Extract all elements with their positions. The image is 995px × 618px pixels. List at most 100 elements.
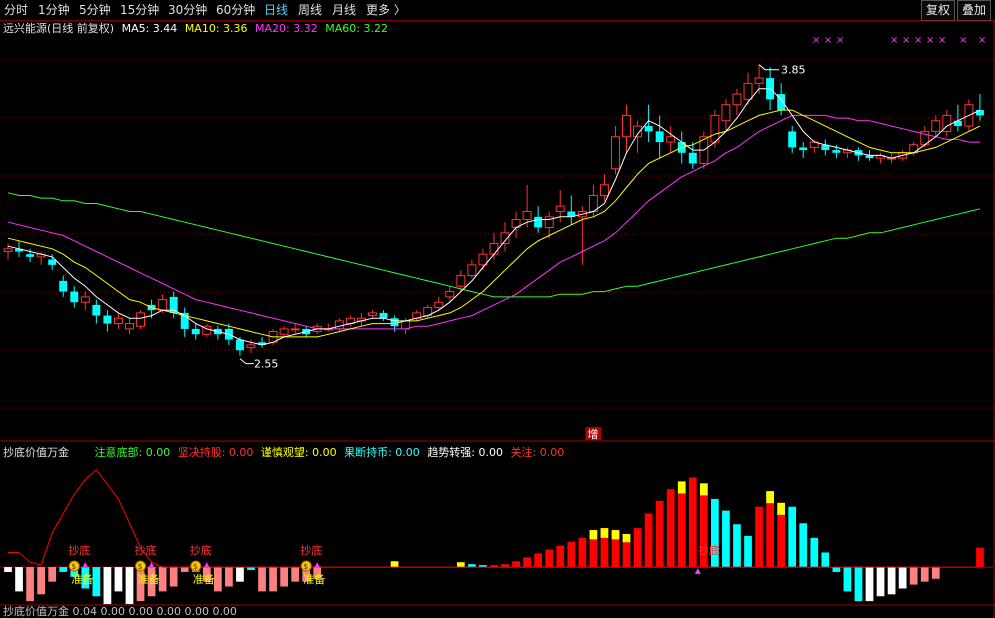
candle-body-down: [59, 280, 68, 292]
candle-body-up: [368, 312, 377, 317]
candle-body-up: [279, 328, 289, 335]
indicator-bar: [688, 477, 697, 568]
signal-zhunbei-label: 准备: [138, 572, 160, 586]
indicator-title: 抄底价值万金: [3, 446, 69, 459]
candle-body-up: [732, 93, 742, 106]
indicator-bar: [898, 567, 907, 589]
indicator-bar: [799, 523, 808, 568]
candle-body-down: [169, 296, 178, 313]
period-tab-weekly[interactable]: 周线: [298, 3, 323, 17]
candle-body-up: [445, 291, 455, 298]
indicator-item-hold: 坚决持股: 0.00: [177, 446, 254, 459]
candle-body-up: [246, 344, 256, 349]
candle-body-up: [633, 125, 643, 138]
candle-body-up: [434, 301, 444, 309]
indicator-bar: [158, 567, 167, 592]
candle-body-up: [622, 114, 631, 138]
candle-body-down: [390, 318, 399, 327]
signal-chaodi-label: 抄底: [698, 543, 720, 557]
candle-body-down: [534, 216, 543, 228]
period-tab-monthly[interactable]: 月线: [332, 3, 357, 17]
candle-body-up: [909, 144, 919, 154]
indicator-bar-cap: [677, 481, 686, 494]
indicator-bar: [821, 552, 830, 568]
indicator-bar: [225, 567, 233, 587]
candle-body-down: [26, 254, 35, 257]
candle-body-up: [290, 328, 300, 331]
money-bag-symbol: $: [138, 562, 143, 571]
candle-body-up: [334, 320, 344, 330]
indicator-bar: [711, 498, 719, 568]
indicator-bar: [390, 561, 399, 568]
ma20-line: [7, 114, 980, 330]
period-tab-timeshare[interactable]: 分时: [4, 3, 29, 17]
indicator-item-watch: 谨慎观望: 0.00: [260, 446, 337, 459]
indicator-bar: [236, 567, 244, 582]
signal-x-mark: ×: [938, 35, 946, 46]
period-tab-60min[interactable]: 60分钟: [216, 3, 256, 17]
candle-body-down: [777, 94, 786, 111]
signal-chaodi-label: 抄底: [300, 543, 322, 557]
indicator-bar: [479, 565, 487, 568]
candle-body-up: [456, 275, 466, 287]
high-price-label: 3.85: [781, 64, 806, 77]
indicator-bar: [4, 567, 12, 572]
money-bag-symbol: $: [303, 562, 308, 571]
indicator-bar: [589, 530, 598, 568]
indicator-bar: [766, 491, 774, 568]
candle-body-up: [478, 253, 488, 266]
indicator-bar: [909, 567, 918, 585]
indicator-bar: [247, 567, 255, 570]
candle-body-down: [379, 312, 388, 319]
candle-body-down: [865, 155, 874, 159]
period-tab-5min[interactable]: 5分钟: [79, 3, 111, 17]
candle-body-down: [103, 315, 112, 324]
period-tab-daily[interactable]: 日线: [264, 3, 289, 17]
period-tab-30min[interactable]: 30分钟: [168, 3, 208, 17]
candle-body-down: [953, 120, 962, 127]
candle-body-up: [136, 312, 146, 327]
zeng-marker-label: 增: [587, 427, 598, 441]
money-bag-icon: [300, 560, 312, 572]
candle-body-up: [754, 77, 764, 84]
indicator-bar: [103, 567, 112, 605]
indicator-bar: [644, 513, 653, 568]
candle-body-down: [191, 328, 200, 335]
signal-x-mark: ×: [959, 35, 967, 46]
low-price-label: 2.55: [254, 358, 279, 371]
indicator-bar: [490, 565, 498, 568]
money-bag-icon: [135, 560, 147, 572]
signal-x-mark: ×: [890, 35, 898, 46]
money-bag-icon: [68, 560, 80, 572]
indicator-bar: [545, 549, 554, 568]
period-tab-1min[interactable]: 1分钟: [38, 3, 70, 17]
period-tab-more[interactable]: 更多 〉: [366, 3, 406, 17]
indicator-bar: [578, 537, 587, 568]
ma20-label: MA20: 3.32: [255, 22, 318, 35]
indicator-bar: [136, 567, 145, 602]
indicator-bar-cap: [611, 530, 620, 540]
candle-body-up: [158, 299, 168, 311]
indicator-bar: [854, 567, 863, 602]
indicator-bar: [865, 567, 874, 602]
indicator-bar: [931, 567, 940, 579]
indicator-bar: [468, 564, 476, 568]
signal-x-mark: ×: [914, 35, 922, 46]
indicator-bar: [302, 567, 311, 582]
signal-x-mark: ×: [812, 35, 820, 46]
money-bag-icon: [190, 560, 202, 572]
indicator-bar: [501, 564, 509, 568]
indicator-bar: [15, 567, 23, 592]
indicator-bar: [456, 562, 465, 568]
indicator-bar: [147, 567, 156, 597]
zeng-marker-box: [585, 427, 602, 440]
indicator-bar-cap: [600, 528, 609, 538]
candle-body-up: [80, 296, 90, 303]
period-tab-15min[interactable]: 15分钟: [120, 3, 160, 17]
signal-x-mark: ×: [978, 35, 986, 46]
candle-body-up: [599, 184, 609, 196]
candle-body-up: [743, 82, 753, 100]
overlay-button[interactable]: 叠加: [957, 0, 992, 21]
candle-body-down: [832, 150, 841, 153]
